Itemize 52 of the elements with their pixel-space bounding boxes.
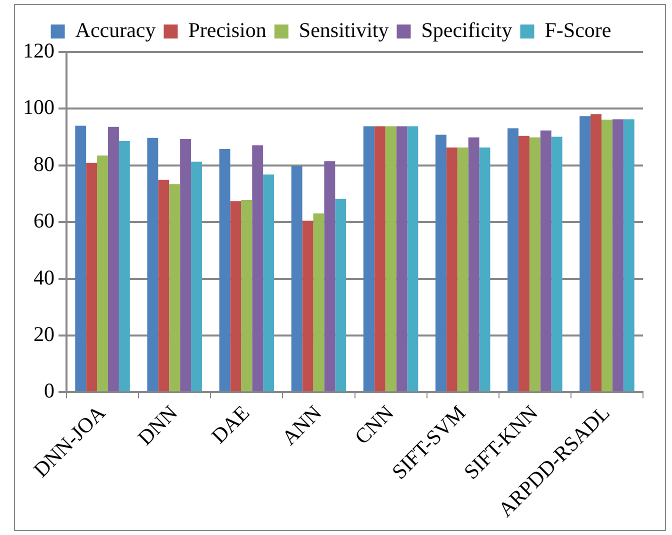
legend-label: Accuracy — [75, 18, 156, 42]
bar — [435, 134, 446, 392]
bar — [335, 198, 346, 392]
bar — [86, 162, 98, 392]
y-tick-label: 100 — [23, 95, 54, 120]
bar — [180, 139, 192, 392]
bar — [374, 126, 386, 392]
bar — [518, 136, 530, 392]
y-tick-label: 120 — [23, 38, 54, 63]
bar — [252, 145, 264, 392]
bar — [468, 137, 480, 392]
bar — [147, 138, 158, 392]
bar — [75, 126, 86, 392]
bar — [291, 166, 302, 392]
bar — [263, 174, 274, 392]
bar — [601, 120, 612, 392]
bar — [446, 148, 458, 392]
bar — [191, 162, 202, 392]
bar — [324, 161, 336, 392]
bar — [529, 137, 540, 392]
y-tick-label: 60 — [34, 208, 54, 233]
bar — [169, 184, 180, 392]
bar — [457, 148, 468, 392]
y-tick-label: 80 — [34, 152, 54, 176]
bar — [407, 126, 418, 392]
bar — [508, 128, 518, 392]
bar — [590, 114, 602, 392]
bar — [313, 213, 324, 392]
legend-label: F-Score — [544, 18, 612, 42]
bar — [363, 126, 374, 392]
y-tick-label: 20 — [34, 322, 54, 346]
bar — [580, 116, 591, 392]
bar — [396, 126, 408, 392]
bar — [241, 200, 252, 392]
bar — [97, 155, 108, 392]
bar — [551, 136, 562, 392]
legend-label: Sensitivity — [298, 18, 390, 42]
bar — [479, 148, 490, 392]
bar — [540, 130, 552, 392]
bar — [118, 141, 130, 392]
bar — [612, 119, 624, 392]
bar — [302, 220, 314, 392]
bar — [230, 201, 242, 392]
bar — [623, 119, 634, 392]
bar — [108, 126, 119, 392]
y-tick-label: 40 — [34, 265, 54, 290]
legend-label: Specificity — [421, 18, 513, 42]
bar — [219, 148, 230, 392]
bar — [158, 180, 170, 392]
legend-label: Precision — [188, 18, 267, 42]
y-tick-label: 0 — [44, 378, 54, 403]
bar — [385, 126, 396, 392]
